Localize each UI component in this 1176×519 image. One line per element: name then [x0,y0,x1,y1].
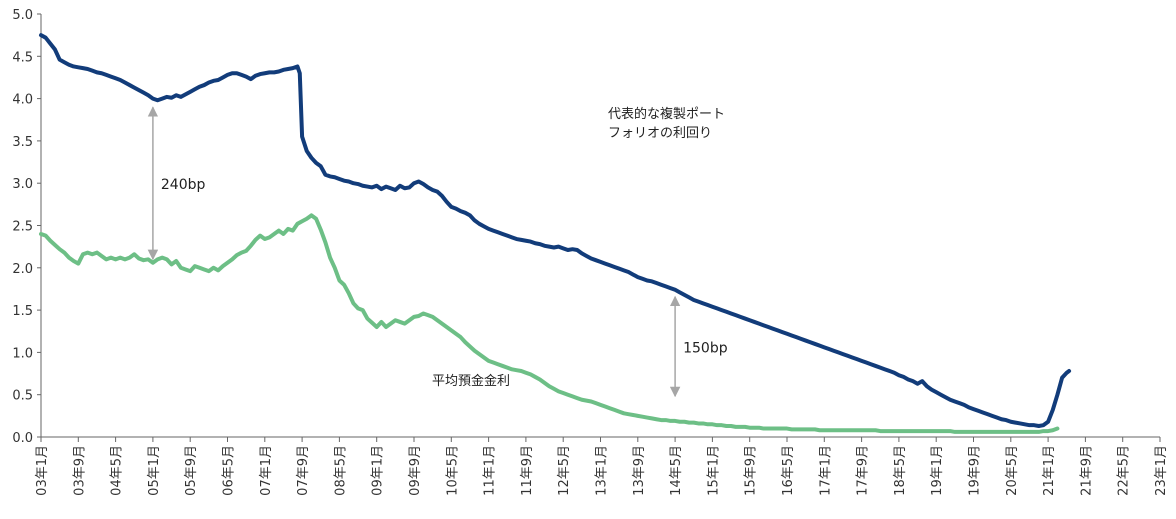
y-tick-label: 1.5 [12,304,33,319]
x-tick-label: 11年9月 [520,445,535,496]
x-tick-label: 14年5月 [669,445,684,496]
x-tick-label: 05年1月 [147,445,162,496]
x-tick-label: 10年5月 [445,445,460,496]
x-tick-label: 09年1月 [371,445,386,496]
y-tick-label: 2.5 [12,220,33,235]
x-tick-label: 07年9月 [296,445,311,496]
x-tick-label: 17年9月 [856,445,871,496]
x-tick-label: 09年9月 [408,445,423,496]
x-tick-label: 13年9月 [632,445,647,496]
y-tick-label: 0.5 [12,389,33,404]
x-tick-label: 21年1月 [1042,445,1057,496]
y-tick-label: 3.5 [12,135,33,150]
spread-label: 150bp [683,340,728,356]
x-tick-label: 19年9月 [968,445,983,496]
axes: 0.0 0.5 1.0 1.5 2.0 2.5 3.0 3.5 4.0 4.5 5.0 03年1月 03… [12,8,1169,496]
y-tick-label: 0.0 [12,431,33,446]
x-tick-label: 15年1月 [706,445,721,496]
x-tick-label: 22年5月 [1117,445,1132,496]
y-tick-label: 1.0 [12,346,33,361]
y-tick-label: 4.0 [12,93,33,108]
x-tick-label: 06年5月 [222,445,237,496]
annotations: 240bp 150bp [147,106,728,398]
x-tick-label: 12年5月 [557,445,572,496]
x-tick-label: 16年5月 [781,445,796,496]
y-tick-label: 2.0 [12,262,33,277]
y-tick-label: 4.5 [12,50,33,65]
series-label-deposit-rate: 平均預金金利 [432,373,510,389]
x-tick-label: 18年5月 [893,445,908,496]
x-tick-label: 07年1月 [259,445,274,496]
x-tick-label: 17年1月 [818,445,833,496]
x-tick-label: 20年5月 [1005,445,1020,496]
series-label-portfolio-yield: 代表的な複製ポート [608,106,725,122]
x-tick-label: 11年1月 [483,445,498,496]
x-tick-label: 13年1月 [595,445,610,496]
x-tick-label: 03年1月 [35,445,50,496]
x-tick-label: 19年1月 [930,445,945,496]
x-tick-label: 04年5月 [110,445,125,496]
series-line-deposit-rate [39,213,1060,434]
x-tick-label: 05年9月 [184,445,199,496]
y-tick-label: 5.0 [12,8,33,23]
spread-label: 240bp [161,177,206,193]
series-label-portfolio-yield: フォリオの利回り [608,126,712,141]
series-line-portfolio-yield [39,33,1072,428]
x-tick-label: 15年9月 [744,445,759,496]
x-tick-label: 08年5月 [333,445,348,496]
x-tick-label: 21年9月 [1079,445,1094,496]
x-tick-label: 03年9月 [72,445,87,496]
y-tick-label: 3.0 [12,177,33,192]
x-tick-label: 23年1月 [1154,445,1169,496]
series-group [39,33,1072,434]
